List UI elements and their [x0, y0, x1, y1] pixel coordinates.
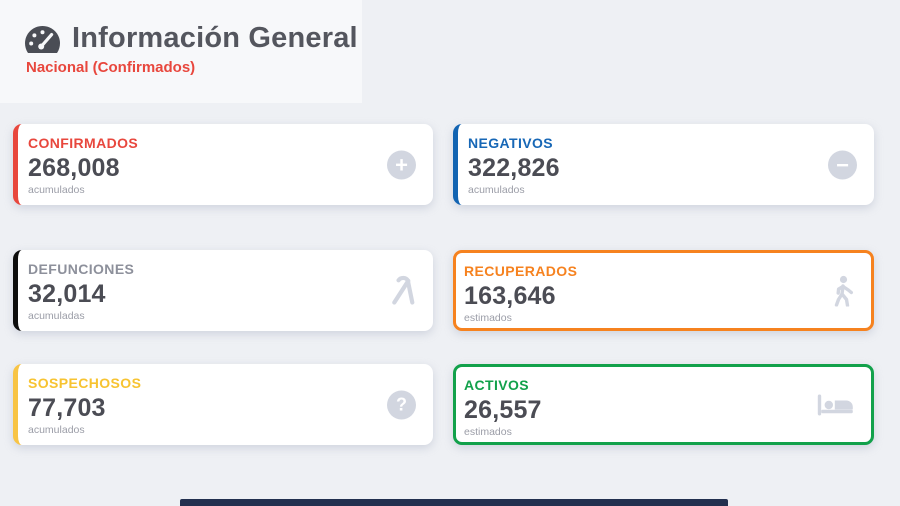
page-subtitle: Nacional (Confirmados)	[26, 59, 196, 76]
card-title: SOSPECHOSOS	[28, 375, 142, 391]
card-value: 77,703	[28, 394, 106, 422]
card-value: 32,014	[28, 280, 106, 308]
card-recuperados[interactable]: RECUPERADOS 163,646 estimados	[453, 250, 874, 331]
walking-icon	[830, 275, 854, 306]
card-unit: acumulados	[28, 424, 85, 436]
card-title: ACTIVOS	[464, 377, 530, 393]
card-unit: acumulados	[468, 184, 525, 196]
card-negativos[interactable]: NEGATIVOS 322,826 acumulados −	[453, 124, 874, 205]
ribbon-icon	[388, 275, 416, 306]
card-sospechosos[interactable]: SOSPECHOSOS 77,703 acumulados ?	[13, 364, 433, 445]
card-unit: acumuladas	[28, 310, 85, 322]
card-unit: estimados	[464, 426, 512, 438]
bottom-timeline-bar	[180, 499, 728, 506]
minus-circle-icon: −	[828, 150, 857, 179]
card-defunciones[interactable]: DEFUNCIONES 32,014 acumuladas	[13, 250, 433, 331]
card-title: RECUPERADOS	[464, 263, 578, 279]
card-title: DEFUNCIONES	[28, 261, 135, 277]
card-value: 268,008	[28, 154, 120, 182]
card-unit: estimados	[464, 312, 512, 324]
plus-circle-icon: +	[387, 150, 416, 179]
card-value: 163,646	[464, 282, 556, 310]
tachometer-icon	[24, 25, 61, 53]
question-circle-icon: ?	[387, 390, 416, 419]
card-value: 26,557	[464, 396, 542, 424]
card-confirmados[interactable]: CONFIRMADOS 268,008 acumulados +	[13, 124, 433, 205]
card-title: CONFIRMADOS	[28, 135, 139, 151]
card-value: 322,826	[468, 154, 560, 182]
header-panel: Información General Nacional (Confirmado…	[0, 0, 362, 103]
card-title: NEGATIVOS	[468, 135, 554, 151]
card-activos[interactable]: ACTIVOS 26,557 estimados	[453, 364, 874, 445]
page-title: Información General	[72, 22, 358, 54]
card-unit: acumulados	[28, 184, 85, 196]
bed-icon	[817, 391, 854, 418]
